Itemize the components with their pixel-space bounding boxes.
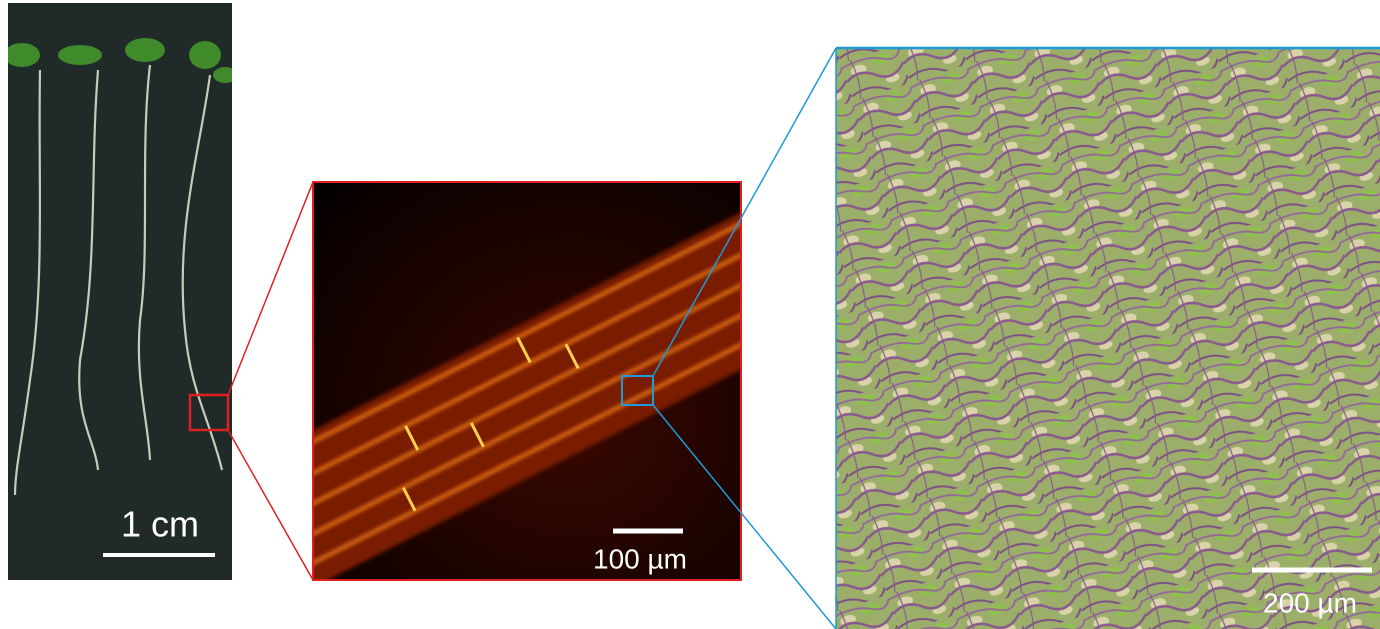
scale-label: 1 cm [121, 504, 199, 545]
scale-label: 100 µm [593, 543, 687, 574]
seedling-photo [8, 3, 232, 580]
mesh-image [836, 48, 1380, 629]
scale-label: 200 µm [1263, 587, 1357, 618]
fluorescence-image [313, 182, 741, 580]
